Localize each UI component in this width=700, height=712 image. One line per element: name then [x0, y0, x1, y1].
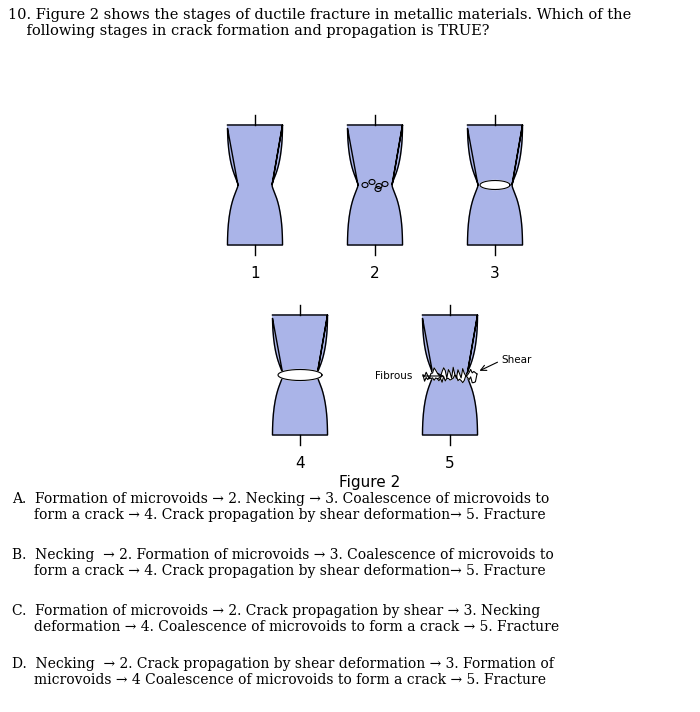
- Text: 2: 2: [370, 266, 380, 281]
- Polygon shape: [272, 315, 328, 435]
- Polygon shape: [468, 125, 522, 245]
- Polygon shape: [228, 125, 283, 245]
- Polygon shape: [278, 370, 322, 380]
- Text: 1: 1: [250, 266, 260, 281]
- Text: Shear: Shear: [501, 355, 531, 365]
- Text: C.  Formation of microvoids → 2. Crack propagation by shear → 3. Necking
     de: C. Formation of microvoids → 2. Crack pr…: [12, 604, 559, 634]
- Text: D.  Necking  → 2. Crack propagation by shear deformation → 3. Formation of
     : D. Necking → 2. Crack propagation by she…: [12, 657, 554, 687]
- Text: A.  Formation of microvoids → 2. Necking → 3. Coalescence of microvoids to
     : A. Formation of microvoids → 2. Necking …: [12, 492, 550, 522]
- Text: 10. Figure 2 shows the stages of ductile fracture in metallic materials. Which o: 10. Figure 2 shows the stages of ductile…: [8, 8, 631, 38]
- Polygon shape: [423, 315, 477, 435]
- Text: 4: 4: [295, 456, 304, 471]
- Polygon shape: [480, 181, 510, 189]
- Text: Figure 2: Figure 2: [340, 475, 400, 490]
- Polygon shape: [423, 367, 477, 383]
- Text: 5: 5: [445, 456, 455, 471]
- Polygon shape: [347, 125, 402, 245]
- Text: B.  Necking  → 2. Formation of microvoids → 3. Coalescence of microvoids to
    : B. Necking → 2. Formation of microvoids …: [12, 548, 554, 578]
- Text: Fibrous: Fibrous: [375, 371, 412, 381]
- Text: 3: 3: [490, 266, 500, 281]
